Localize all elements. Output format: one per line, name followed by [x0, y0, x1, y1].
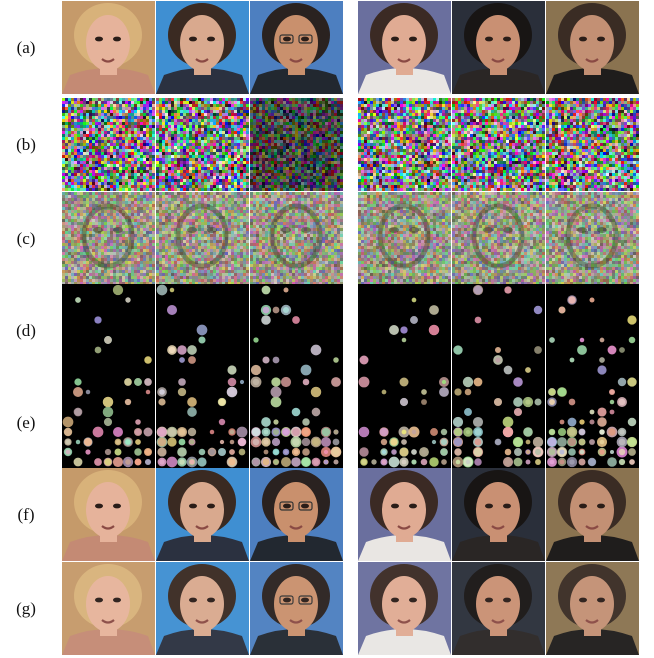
row-label: (a) — [16, 37, 36, 57]
row-label: (b) — [16, 134, 36, 154]
tile-sparse-dense-brunette-woman — [358, 376, 451, 469]
tile-face-blonde-woman — [62, 1, 155, 94]
tile-sparse-blonde-woman — [62, 284, 155, 377]
tile-face-bald-man — [546, 1, 639, 94]
tile-sparse-dense-blonde-woman — [62, 376, 155, 469]
tile-noise-bald-man — [546, 98, 639, 191]
tile-noise-face-young-man-suit — [156, 192, 249, 285]
tile-sparse-dark-hair-woman — [452, 284, 545, 377]
tile-sparse-dense-young-man-suit — [156, 376, 249, 469]
tile-noise-face-man-glasses — [250, 192, 343, 285]
tile-face-bald-man — [546, 562, 639, 655]
tile-sparse-dense-bald-man — [546, 376, 639, 469]
tile-sparse-dense-dark-hair-woman — [452, 376, 545, 469]
row-label: (f) — [17, 504, 35, 524]
tile-face-man-glasses — [250, 562, 343, 655]
row-label: (e) — [16, 412, 36, 432]
tile-face-brunette-woman — [358, 1, 451, 94]
tile-sparse-bald-man — [546, 284, 639, 377]
row-label: (g) — [16, 598, 36, 618]
tile-noise-face-brunette-woman — [358, 192, 451, 285]
tile-face-dark-hair-woman — [452, 1, 545, 94]
tile-face-young-man-suit — [156, 468, 249, 561]
tile-sparse-young-man-suit — [156, 284, 249, 377]
tile-sparse-dense-man-glasses — [250, 376, 343, 469]
tile-face-man-glasses — [250, 1, 343, 94]
tile-face-bald-man — [546, 468, 639, 561]
tile-noise-face-blonde-woman — [62, 192, 155, 285]
tile-noise-brunette-woman — [358, 98, 451, 191]
tile-noise-dark-hair-woman — [452, 98, 545, 191]
tile-face-young-man-suit — [156, 1, 249, 94]
tile-noise-face-bald-man — [546, 192, 639, 285]
tile-sparse-man-glasses — [250, 284, 343, 377]
tile-face-man-glasses — [250, 468, 343, 561]
row-label: (c) — [16, 228, 36, 248]
tile-face-dark-hair-woman — [452, 562, 545, 655]
tile-face-blonde-woman — [62, 562, 155, 655]
row-label: (d) — [16, 320, 36, 340]
tile-face-brunette-woman — [358, 562, 451, 655]
tile-sparse-brunette-woman — [358, 284, 451, 377]
tile-face-young-man-suit — [156, 562, 249, 655]
tile-noise-man-glasses — [250, 98, 343, 191]
tile-face-blonde-woman — [62, 468, 155, 561]
tile-face-brunette-woman — [358, 468, 451, 561]
tile-noise-face-dark-hair-woman — [452, 192, 545, 285]
tile-noise-young-man-suit — [156, 98, 249, 191]
tile-face-dark-hair-woman — [452, 468, 545, 561]
tile-noise-blonde-woman — [62, 98, 155, 191]
